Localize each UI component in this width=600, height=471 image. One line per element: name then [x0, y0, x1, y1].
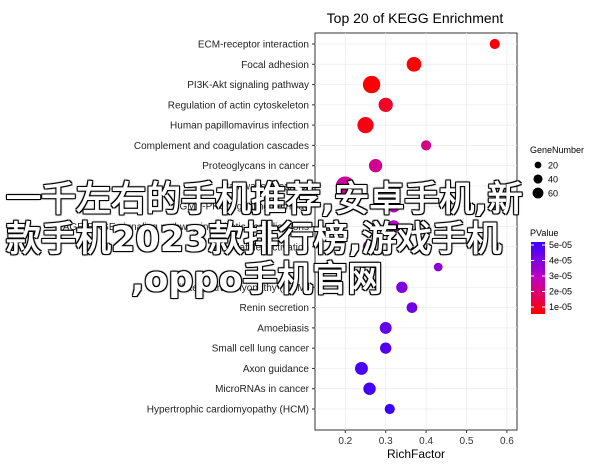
data-point: [363, 382, 376, 395]
y-tick-label: Small cell lung cancer: [212, 344, 310, 355]
y-tick-label: Hypertrophic cardiomyopathy (HCM): [147, 405, 309, 416]
data-point: [489, 38, 500, 50]
size-legend: GeneNumber 20 40 60: [530, 145, 584, 199]
data-point: [380, 342, 392, 354]
data-point: [362, 240, 377, 254]
color-legend-label: 4e-05: [549, 256, 572, 266]
size-legend-dot: [534, 161, 542, 169]
data-point: [406, 56, 422, 72]
data-point: [433, 262, 443, 272]
chart-title: Top 20 of KEGG Enrichment: [327, 10, 504, 26]
data-point: [379, 321, 392, 334]
color-legend-label: 1e-05: [549, 302, 572, 312]
y-tick-label: Proteoglycans in cancer: [202, 161, 309, 172]
x-tick-label: 0.6: [500, 436, 514, 447]
color-legend-title: PValue: [530, 228, 558, 238]
plot-panel: [314, 32, 518, 431]
x-tick-label: 0.3: [379, 436, 393, 447]
y-tick-label: Platelet activation: [231, 242, 309, 253]
points-layer: [335, 38, 500, 415]
color-legend-label: 5e-05: [549, 240, 572, 250]
y-axis-labels: ECM-receptor interaction Focal adhesion PI…: [63, 40, 315, 416]
y-tick-label: Dilated cardiomyopathy (DCM): [172, 283, 309, 294]
size-legend-label: 20: [548, 161, 558, 171]
data-point: [357, 117, 374, 134]
y-tick-label: ECM-receptor interaction: [198, 40, 309, 51]
data-point: [335, 176, 355, 196]
y-tick-label: PI3K-Akt signaling pathway: [187, 80, 309, 91]
x-axis-label: RichFactor: [387, 447, 445, 461]
y-tick-label: Focal adhesion: [241, 60, 309, 71]
y-tick-label: Regulation of actin cytoskeleton: [168, 100, 309, 111]
y-tick-label: Human papillomavirus infection: [170, 121, 309, 132]
data-point: [362, 75, 381, 94]
color-legend-bar: [531, 242, 545, 314]
y-tick-label: Renin secretion: [240, 303, 309, 314]
x-tick-label: 0.2: [338, 436, 352, 447]
x-tick-label: 0.4: [419, 436, 433, 447]
y-tick-label: MicroRNAs in cancer: [215, 384, 310, 395]
y-tick-label: AGE-RAGE signaling pathway in diabetic c…: [63, 222, 309, 233]
y-tick-label: Pathways in cancer: [222, 181, 309, 192]
size-legend-label: 60: [548, 189, 558, 199]
data-point: [384, 403, 395, 415]
y-tick-label: Complement and coagulation cascades: [134, 141, 309, 152]
data-point: [387, 200, 400, 213]
x-tick-label: 0.5: [460, 436, 474, 447]
data-point: [396, 281, 408, 294]
y-tick-label: Amoebiasis: [257, 323, 309, 334]
color-legend: PValue 5e-05 4e-05 3e-05 2e-05 1e-05: [530, 228, 572, 314]
size-legend-dot: [533, 174, 543, 184]
data-point: [368, 158, 383, 173]
color-legend-label: 2e-05: [549, 287, 572, 297]
size-legend-dot: [532, 187, 544, 199]
data-point: [355, 361, 368, 375]
data-point: [421, 140, 432, 151]
y-tick-label: cGMP-PKG signaling pathway: [174, 202, 309, 213]
y-tick-label: Axon guidance: [243, 364, 310, 375]
size-legend-label: 40: [548, 175, 558, 185]
x-axis-ticks: 0.2 0.3 0.4 0.5 0.6: [338, 430, 514, 447]
data-point: [387, 220, 400, 233]
data-point: [378, 97, 393, 112]
size-legend-title: GeneNumber: [530, 145, 584, 155]
color-legend-label: 3e-05: [549, 271, 572, 281]
data-point: [406, 302, 418, 313]
